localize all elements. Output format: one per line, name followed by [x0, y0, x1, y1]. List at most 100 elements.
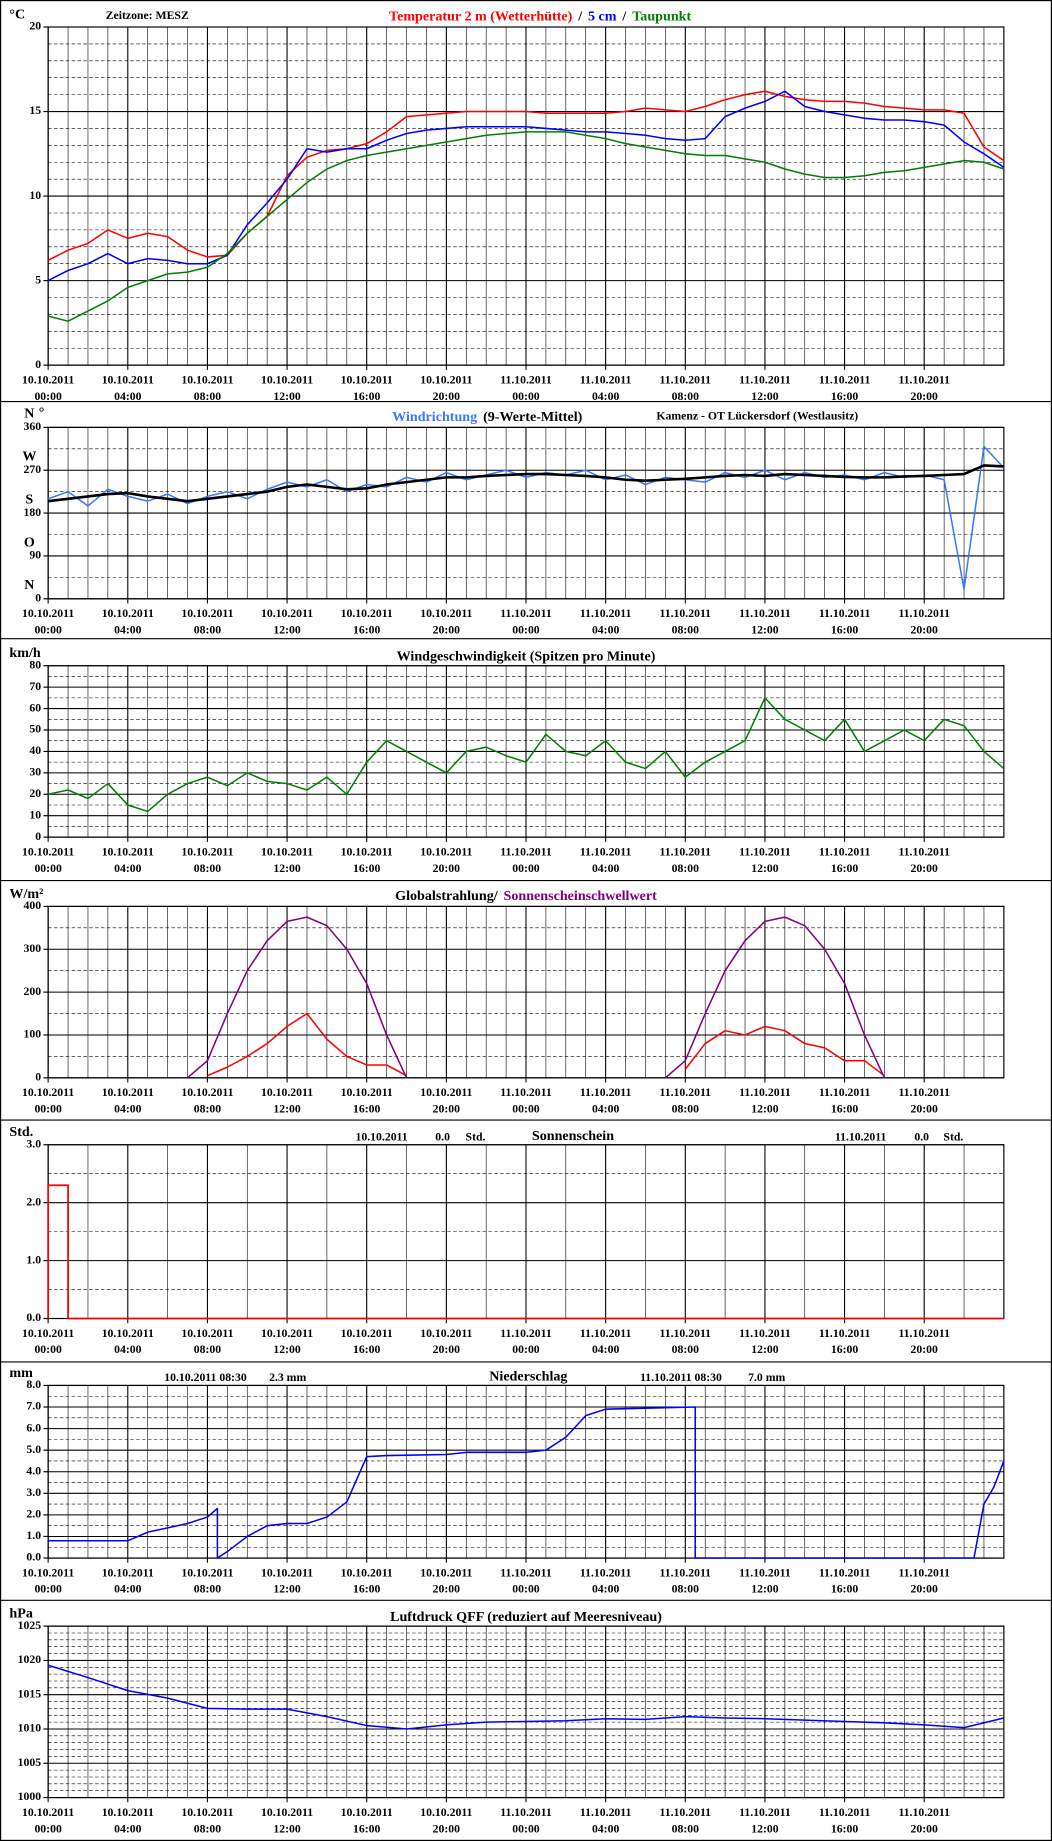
- x-tick-label: 10.10.2011 12:00: [261, 373, 313, 402]
- x-tick-label: 10.10.2011 20:00: [420, 1566, 472, 1595]
- x-tick-label: 10.10.2011 00:00: [22, 1086, 74, 1115]
- x-tick-label-line: 12:00: [273, 390, 301, 403]
- x-tick-label-line: 10.10.2011: [420, 1806, 472, 1819]
- x-tick-label-line: 11.10.2011: [898, 1806, 950, 1819]
- y-tick-label: 8.0: [26, 1378, 41, 1391]
- x-tick-label-line: 10.10.2011: [261, 1326, 313, 1339]
- x-tick-label-line: 11.10.2011: [580, 845, 632, 858]
- x-tick-label-line: 10.10.2011: [420, 1326, 472, 1339]
- x-tick-label-line: 11.10.2011: [500, 607, 552, 620]
- x-tick-label-line: 11.10.2011: [500, 1566, 552, 1579]
- x-tick-label-line: 16:00: [831, 1822, 859, 1835]
- x-tick-label-line: 08:00: [194, 1102, 222, 1115]
- x-tick-label-line: 10.10.2011: [181, 1566, 233, 1579]
- x-tick-label: 11.10.2011 00:00: [500, 1086, 552, 1115]
- annotation: 0.0: [435, 1130, 450, 1143]
- unit-label: W/m²: [9, 886, 43, 902]
- x-tick-label-line: 11.10.2011: [580, 1806, 632, 1819]
- x-tick-label-line: 10.10.2011: [341, 373, 393, 386]
- y-tick-label: 90: [29, 549, 41, 562]
- x-tick-label: 11.10.2011 08:00: [660, 845, 712, 874]
- series-line: [47, 131, 1005, 322]
- x-tick-label-line: 11.10.2011: [819, 1806, 871, 1819]
- x-tick-label-line: 04:00: [592, 1822, 620, 1835]
- x-tick-label-line: 10.10.2011: [420, 845, 472, 858]
- x-tick-label: 11.10.2011 04:00: [580, 607, 632, 636]
- x-tick-label-line: 11.10.2011: [660, 845, 712, 858]
- x-tick-label-line: 12:00: [751, 1822, 779, 1835]
- series-line: [187, 916, 886, 1079]
- unit-label: km/h: [9, 645, 40, 661]
- x-tick-label: 10.10.2011 12:00: [261, 845, 313, 874]
- x-tick-label: 10.10.2011 04:00: [102, 1566, 154, 1595]
- x-tick-label: 10.10.2011 20:00: [420, 607, 472, 636]
- x-tick-label-line: 20:00: [433, 1822, 461, 1835]
- x-tick-label-line: 12:00: [273, 862, 301, 875]
- x-tick-label-line: 10.10.2011: [22, 845, 74, 858]
- y-tick-label: 1000: [18, 1790, 42, 1803]
- x-tick-label: 10.10.2011 00:00: [22, 1806, 74, 1835]
- x-tick-label-line: 20:00: [433, 862, 461, 875]
- x-tick-label: 11.10.2011 16:00: [819, 1566, 871, 1595]
- bar: [47, 1184, 69, 1319]
- x-tick-label-line: 11.10.2011: [898, 845, 950, 858]
- x-tick-label-line: 10.10.2011: [102, 607, 154, 620]
- y-tick-label: 1020: [18, 1653, 42, 1666]
- x-tick-label-line: 10.10.2011: [261, 1566, 313, 1579]
- y-tick-label: 3.0: [26, 1486, 41, 1499]
- x-tick-label-line: 10.10.2011: [22, 1086, 74, 1099]
- x-tick-label-line: 04:00: [114, 1822, 142, 1835]
- y-tick-label: 100: [23, 1028, 41, 1041]
- x-tick-label-line: 00:00: [34, 1343, 62, 1356]
- x-tick-label-line: 11.10.2011: [819, 1566, 871, 1579]
- x-tick-label: 11.10.2011 00:00: [500, 1566, 552, 1595]
- y-tick-label: 50: [29, 723, 41, 736]
- x-tick-label-line: 11.10.2011: [739, 607, 791, 620]
- y-tick-label: 30: [29, 766, 41, 779]
- x-tick-label-line: 10.10.2011: [261, 1086, 313, 1099]
- x-tick-label-line: 11.10.2011: [580, 1566, 632, 1579]
- y-tick-label: 2.0: [26, 1508, 41, 1521]
- x-tick-label-line: 10.10.2011: [102, 845, 154, 858]
- x-tick-label-line: 12:00: [751, 623, 779, 636]
- legend: Temperatur 2 m (Wetterhütte)/5 cm / Taupun…: [389, 9, 692, 25]
- x-tick-label-line: 00:00: [34, 1582, 62, 1595]
- x-tick-label-line: 00:00: [34, 623, 62, 636]
- annotation: 0.0: [914, 1130, 929, 1143]
- x-tick-label-line: 11.10.2011: [898, 373, 950, 386]
- legend-separator: /: [577, 9, 583, 25]
- x-tick-label-line: 11.10.2011: [580, 1326, 632, 1339]
- panel-title: Sonnenschein: [532, 1128, 614, 1144]
- x-tick-label-line: 11.10.2011: [739, 845, 791, 858]
- y-tick-label: 1025: [18, 1619, 42, 1632]
- x-tick-label-line: 10.10.2011: [341, 607, 393, 620]
- x-tick-label-line: 00:00: [34, 390, 62, 403]
- legend-separator: /: [621, 9, 627, 25]
- x-tick-label: 11.10.2011 12:00: [739, 1326, 791, 1355]
- x-tick-label: 10.10.2011 16:00: [341, 1566, 393, 1595]
- x-tick-label-line: 04:00: [114, 623, 142, 636]
- x-tick-label-line: 12:00: [273, 1822, 301, 1835]
- x-tick-label-line: 11.10.2011: [500, 1326, 552, 1339]
- x-tick-label: 10.10.2011 16:00: [341, 1326, 393, 1355]
- x-tick-label: 11.10.2011 04:00: [580, 1086, 632, 1115]
- x-tick-label-line: 00:00: [34, 1822, 62, 1835]
- x-tick-label-line: 12:00: [751, 390, 779, 403]
- x-tick-label: 10.10.2011 00:00: [22, 1566, 74, 1595]
- x-tick-label: 10.10.2011 08:00: [181, 1086, 233, 1115]
- legend-entry: Taupunkt: [632, 9, 691, 25]
- annotation: Zeitzone: MESZ: [106, 9, 189, 22]
- x-tick-label-line: 08:00: [672, 1822, 700, 1835]
- legend-entry: 5 cm: [588, 9, 617, 25]
- y-tick-label: 3.0: [26, 1137, 41, 1150]
- x-tick-label: 11.10.2011 04:00: [580, 1806, 632, 1835]
- x-tick-label: 10.10.2011 00:00: [22, 607, 74, 636]
- legend: Windrichtung (9-Werte-Mittel): [392, 409, 582, 425]
- x-tick-label-line: 10.10.2011: [261, 607, 313, 620]
- x-tick-label-line: 10.10.2011: [102, 1086, 154, 1099]
